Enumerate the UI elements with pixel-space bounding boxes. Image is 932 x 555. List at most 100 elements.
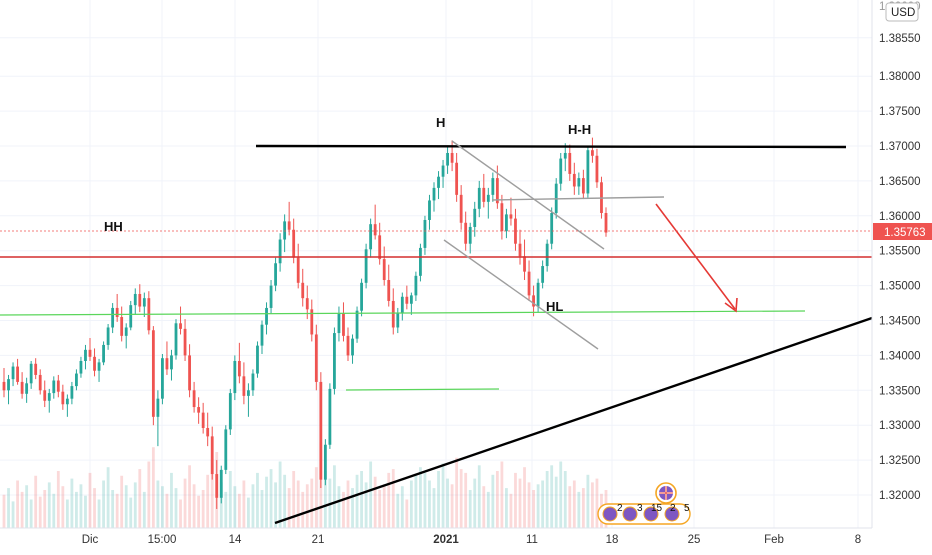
channel-upper-line[interactable] (451, 140, 605, 250)
channel-lower-line[interactable] (443, 239, 599, 350)
event-flags-row[interactable]: 2 3 15 2 5 (597, 503, 691, 525)
volume-bar (437, 471, 440, 528)
time-tick: 18 (606, 534, 619, 546)
candle (314, 324, 318, 391)
candle (75, 369, 78, 391)
volume-bar (486, 491, 490, 528)
price-tick: 1.32000 (879, 490, 921, 502)
candle (563, 143, 567, 172)
volume-bar (414, 474, 418, 528)
candle (106, 323, 110, 350)
support-green-line[interactable] (0, 310, 806, 316)
candle (468, 222, 472, 254)
volume-bar (120, 475, 124, 528)
volume-bar (541, 480, 545, 528)
volume-bar (206, 474, 210, 528)
candle (11, 362, 15, 387)
volume-bar (405, 499, 409, 528)
volume-bar (473, 478, 477, 528)
candle (355, 306, 359, 343)
candle (197, 397, 201, 424)
price-tick: 1.35000 (879, 281, 921, 293)
volume-bar (563, 471, 567, 528)
volume-bar (174, 488, 178, 528)
volume-bar (16, 480, 19, 528)
candle (550, 207, 554, 250)
volume-bar (391, 469, 395, 528)
volume-bar (545, 471, 549, 528)
time-axis[interactable]: Dic 15:00 14 21 2021 11 18 25 Feb 8 (0, 527, 932, 550)
volume-bar (29, 499, 33, 528)
volume-bar (459, 469, 463, 528)
volume-bar (301, 491, 305, 528)
projection-arrow-head (724, 297, 738, 313)
label-hh: HH (104, 219, 123, 234)
candle (577, 172, 581, 195)
candle (283, 214, 287, 253)
volume-bar (192, 484, 196, 528)
neckline[interactable] (491, 196, 665, 201)
volume-bar (310, 478, 314, 528)
volume-bar (283, 474, 287, 528)
volume-bar (278, 461, 282, 528)
candle (296, 243, 300, 289)
candle (333, 327, 336, 395)
volume-bar (342, 491, 345, 528)
volume-bar (183, 478, 187, 528)
price-tick: 1.34000 (879, 350, 921, 362)
volume-bar (274, 482, 277, 528)
price-tick: 1.38000 (879, 71, 921, 83)
candle (7, 374, 10, 405)
candle (581, 169, 585, 200)
volume-bar (428, 480, 431, 528)
time-tick: 25 (688, 534, 701, 546)
volume-bar (373, 476, 377, 528)
candle (423, 215, 427, 255)
candle (93, 348, 96, 377)
volume-bar (305, 484, 309, 528)
candle (115, 293, 119, 322)
candle (111, 303, 115, 334)
candle (274, 257, 277, 292)
volume-bar (518, 478, 522, 528)
volume-bar (260, 490, 264, 528)
minor-green-line[interactable] (345, 388, 500, 391)
candle (509, 197, 513, 226)
price-tick: 1.38550 (879, 33, 921, 45)
volume-bar (269, 469, 273, 528)
event-icons[interactable]: 2 3 15 2 5 (597, 482, 691, 525)
volume-bar (595, 478, 599, 528)
volume-bar (11, 501, 15, 528)
volume-bar (455, 457, 459, 528)
volume-bar (115, 493, 119, 528)
volume-bar (228, 471, 232, 528)
trendline-up[interactable] (274, 316, 873, 525)
resistance-line[interactable] (255, 144, 847, 149)
candle (310, 299, 314, 342)
volume-bar (296, 480, 300, 528)
currency-badge[interactable]: USD (885, 2, 919, 22)
volume-bar (568, 486, 572, 528)
candle (56, 374, 60, 398)
price-tick: 1.36500 (879, 176, 921, 188)
volume-bar (47, 482, 51, 528)
volume-bar (188, 465, 191, 528)
volume-bar (355, 474, 359, 528)
volume-bar (554, 476, 558, 528)
volume-bar (509, 493, 513, 528)
candle (165, 341, 169, 375)
candle (247, 383, 250, 417)
candle (133, 288, 137, 315)
candle (29, 360, 33, 389)
candle (409, 292, 413, 315)
projection-arrow-line[interactable] (655, 203, 736, 310)
volume-bar (65, 499, 69, 528)
candle (142, 292, 146, 318)
candle (215, 460, 219, 509)
volume-bar (432, 488, 436, 528)
volume-bar (505, 488, 508, 528)
flag-icon[interactable] (655, 482, 677, 504)
price-axis[interactable]: 1.39000 1.385501.380001.375001.370001.36… (871, 0, 932, 550)
